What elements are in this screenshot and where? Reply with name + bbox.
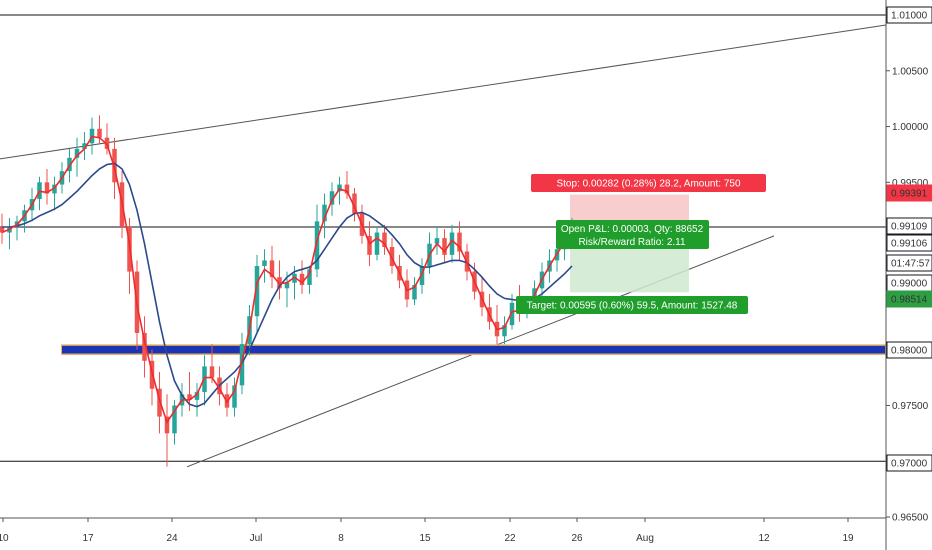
candle-body bbox=[509, 302, 515, 326]
y-tick-label: 1.00000 bbox=[892, 122, 929, 133]
candle-body bbox=[262, 260, 267, 266]
target-label-bg bbox=[516, 296, 748, 314]
price-tag-bg bbox=[886, 454, 932, 472]
candle-body bbox=[337, 184, 342, 192]
y-tick-label: 1.00500 bbox=[892, 66, 929, 77]
price-tag-bg bbox=[886, 254, 932, 272]
candle-body bbox=[344, 184, 350, 194]
candle-body bbox=[292, 273, 297, 283]
candle-body bbox=[44, 182, 50, 194]
candle-body bbox=[74, 148, 80, 158]
x-tick-label: 8 bbox=[338, 533, 344, 544]
x-tick-label: Jul bbox=[250, 533, 263, 544]
x-tick-label: 12 bbox=[758, 533, 770, 544]
candle-body bbox=[307, 269, 312, 285]
x-tick-label: 10 bbox=[0, 533, 9, 544]
trendline bbox=[0, 24, 887, 160]
candle-body bbox=[314, 221, 320, 270]
y-tick-label: 0.96500 bbox=[892, 513, 929, 524]
candle-body bbox=[209, 366, 215, 378]
candle-body bbox=[322, 204, 327, 222]
candles bbox=[0, 115, 575, 467]
price-tag: 0.97000 bbox=[891, 459, 928, 470]
target-label: Target: 0.00595 (0.60%) 59.5, Amount: 15… bbox=[527, 301, 738, 312]
candle-body bbox=[502, 325, 507, 337]
x-tick-label: 17 bbox=[82, 533, 94, 544]
price-tag-bg bbox=[886, 290, 932, 308]
price-tag: 1.01000 bbox=[891, 11, 928, 22]
candle-body bbox=[157, 388, 162, 417]
candle-body bbox=[82, 143, 87, 149]
horizontal-lines bbox=[0, 14, 886, 462]
candle-body bbox=[449, 232, 455, 255]
x-tick-label: 24 bbox=[166, 533, 178, 544]
y-tick-label: 0.97500 bbox=[892, 401, 929, 412]
candle-body bbox=[352, 193, 357, 214]
candle-body bbox=[269, 260, 275, 278]
open-pnl-label: Open P&L: 0.00003, Qty: 88652 bbox=[561, 224, 704, 235]
x-tick-label: 19 bbox=[842, 533, 854, 544]
price-tag: 0.99000 bbox=[891, 279, 928, 290]
support-zone bbox=[61, 344, 886, 356]
candle-body bbox=[172, 405, 177, 434]
candle-body bbox=[412, 284, 417, 300]
price-tag: 0.98000 bbox=[891, 346, 928, 357]
x-tick-label: 15 bbox=[419, 533, 431, 544]
candle-body bbox=[142, 332, 147, 361]
candle-body bbox=[329, 191, 335, 205]
price-tag-bg bbox=[886, 184, 932, 202]
indicator-lines bbox=[1, 135, 573, 424]
candle-body bbox=[104, 137, 110, 149]
price-tag: 0.99391 bbox=[891, 189, 928, 200]
candle-body bbox=[239, 344, 245, 386]
candle-body bbox=[442, 238, 447, 255]
candle-body bbox=[187, 394, 192, 400]
price-tag-bg bbox=[886, 217, 932, 235]
price-tag-bg bbox=[886, 234, 932, 252]
price-tag: 0.99109 bbox=[891, 222, 928, 233]
stop-label-bg bbox=[531, 174, 766, 192]
candle-body bbox=[434, 238, 440, 244]
y-tick-label: 0.99500 bbox=[892, 178, 929, 189]
support-zone-fill bbox=[62, 345, 885, 354]
open-pnl-box-bg bbox=[556, 220, 709, 249]
price-tag-bg bbox=[886, 341, 932, 359]
stop-label: Stop: 0.00282 (0.28%) 28.2, Amount: 750 bbox=[556, 179, 740, 190]
price-tag: 0.98514 bbox=[891, 295, 928, 306]
candle-body bbox=[254, 266, 260, 317]
candle-body bbox=[164, 416, 170, 434]
risk-reward-label: Risk/Reward Ratio: 2.11 bbox=[578, 237, 686, 248]
x-axis-ticks: 10 17 24 Jul 8 15 22 26 Aug 12 19 bbox=[0, 518, 854, 544]
candle-body bbox=[419, 266, 425, 285]
x-tick-label: 22 bbox=[504, 533, 516, 544]
x-tick-label: Aug bbox=[636, 533, 654, 544]
candle-body bbox=[0, 226, 5, 233]
ema-line bbox=[1, 135, 573, 424]
moving-average-line bbox=[2, 162, 573, 408]
position-labels: Stop: 0.00282 (0.28%) 28.2, Amount: 750 O… bbox=[516, 174, 766, 314]
candle-body bbox=[382, 232, 387, 248]
candle-body bbox=[97, 128, 102, 138]
price-tags: 1.01000 0.99391 0.99109 0.99106 01:47:57 0.99… bbox=[886, 6, 932, 472]
candle-body bbox=[52, 184, 57, 194]
x-tick-label: 26 bbox=[571, 533, 583, 544]
price-tag: 0.99106 bbox=[891, 239, 928, 250]
candle-body bbox=[367, 235, 372, 255]
candle-body bbox=[232, 385, 237, 408]
price-tag-bg bbox=[886, 6, 932, 24]
candle-body bbox=[194, 392, 200, 400]
candle-body bbox=[284, 282, 290, 289]
candle-body bbox=[299, 273, 305, 285]
candle-body bbox=[457, 232, 462, 252]
price-tag: 01:47:57 bbox=[891, 259, 930, 270]
candle-body bbox=[374, 232, 380, 255]
